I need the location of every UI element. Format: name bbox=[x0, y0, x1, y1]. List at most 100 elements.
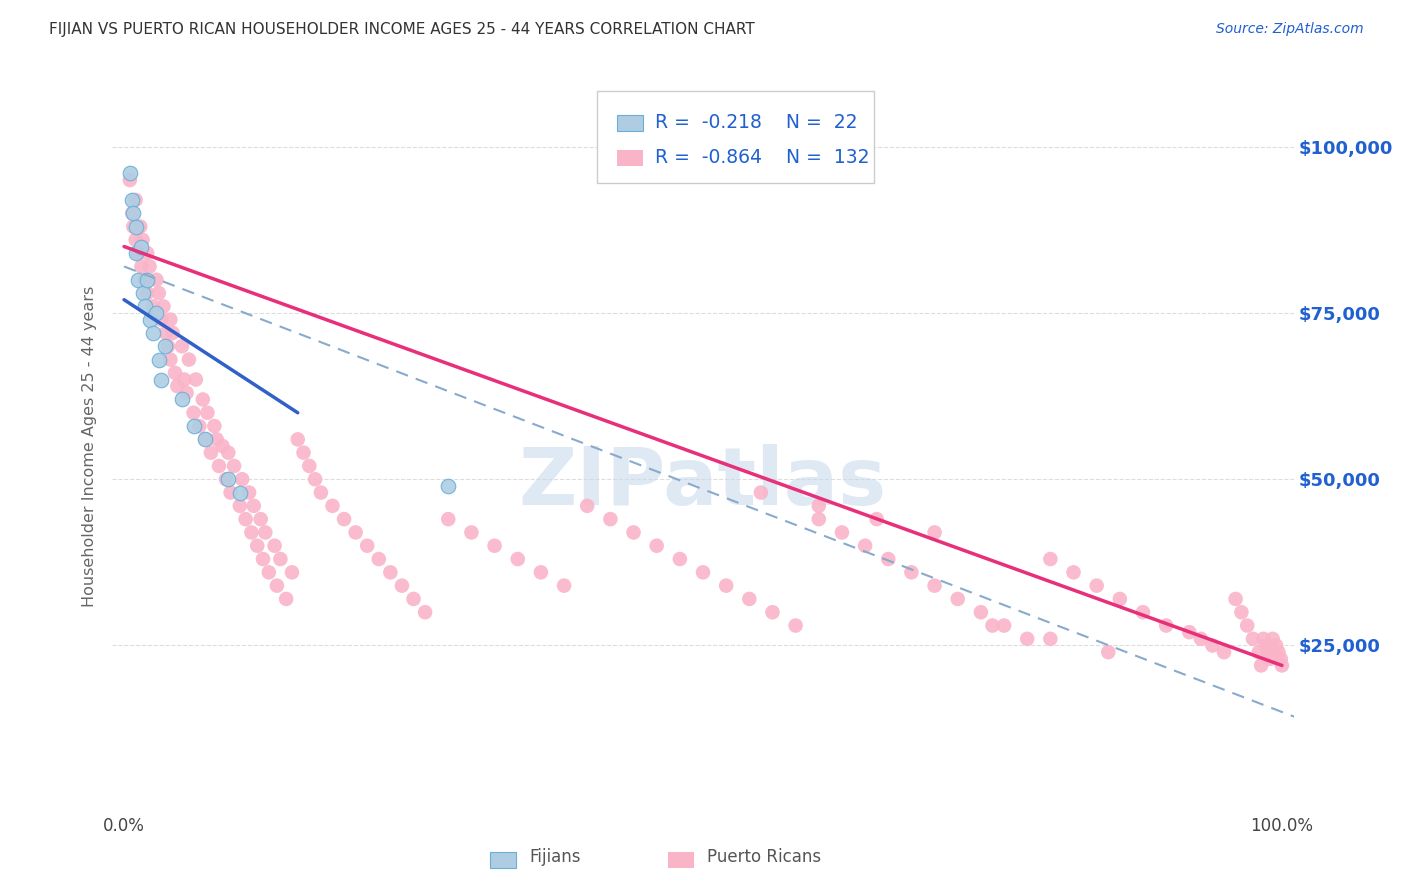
Point bbox=[249, 512, 271, 526]
Point bbox=[124, 233, 146, 247]
Point bbox=[460, 525, 482, 540]
Point bbox=[1085, 579, 1108, 593]
Point bbox=[356, 539, 378, 553]
Point bbox=[145, 306, 167, 320]
Point bbox=[136, 286, 159, 301]
Text: Puerto Ricans: Puerto Ricans bbox=[707, 848, 821, 866]
Point bbox=[437, 512, 460, 526]
Point bbox=[142, 326, 165, 340]
Point bbox=[124, 219, 146, 234]
Text: Fijians: Fijians bbox=[530, 848, 581, 866]
FancyBboxPatch shape bbox=[491, 852, 516, 868]
Point bbox=[924, 579, 946, 593]
Point bbox=[159, 352, 181, 367]
Point bbox=[1257, 645, 1279, 659]
Point bbox=[785, 618, 807, 632]
Point bbox=[118, 173, 141, 187]
Point bbox=[738, 591, 761, 606]
Point bbox=[129, 219, 152, 234]
Point bbox=[217, 445, 239, 459]
Point bbox=[981, 618, 1004, 632]
Point bbox=[287, 433, 309, 447]
Point bbox=[321, 499, 343, 513]
Point bbox=[188, 419, 211, 434]
Point bbox=[1236, 618, 1258, 632]
Point bbox=[219, 485, 242, 500]
Point bbox=[145, 273, 167, 287]
Point bbox=[1039, 632, 1062, 646]
Point bbox=[380, 566, 402, 580]
Point bbox=[281, 566, 304, 580]
Point bbox=[1265, 639, 1288, 653]
Point bbox=[252, 552, 274, 566]
Point bbox=[229, 499, 252, 513]
Point bbox=[166, 379, 188, 393]
Text: Source: ZipAtlas.com: Source: ZipAtlas.com bbox=[1216, 22, 1364, 37]
Text: R =  -0.218    N =  22: R = -0.218 N = 22 bbox=[655, 113, 858, 132]
Point bbox=[576, 499, 599, 513]
Point bbox=[202, 419, 225, 434]
Point bbox=[257, 566, 280, 580]
Point bbox=[131, 260, 153, 274]
Point bbox=[1270, 652, 1292, 666]
Point bbox=[1108, 591, 1130, 606]
Point bbox=[263, 539, 285, 553]
Point bbox=[1250, 658, 1272, 673]
Point bbox=[121, 206, 143, 220]
Point bbox=[197, 406, 219, 420]
Point bbox=[183, 406, 205, 420]
Point bbox=[124, 246, 146, 260]
Point bbox=[309, 485, 332, 500]
Point bbox=[298, 458, 321, 473]
Point bbox=[217, 472, 239, 486]
Text: ZIPatlas: ZIPatlas bbox=[519, 443, 887, 522]
Point bbox=[946, 591, 969, 606]
Point bbox=[553, 579, 575, 593]
Point bbox=[155, 326, 177, 340]
Point bbox=[173, 372, 195, 386]
Point bbox=[1154, 618, 1177, 632]
Point bbox=[1097, 645, 1119, 659]
Point bbox=[970, 605, 993, 619]
Point bbox=[138, 260, 160, 274]
Point bbox=[184, 372, 207, 386]
Point bbox=[993, 618, 1015, 632]
FancyBboxPatch shape bbox=[617, 150, 643, 166]
Point bbox=[131, 233, 153, 247]
Point bbox=[131, 239, 153, 253]
Point bbox=[807, 512, 830, 526]
Point bbox=[1271, 658, 1294, 673]
Point bbox=[1241, 632, 1264, 646]
Point bbox=[127, 273, 149, 287]
Point bbox=[292, 445, 315, 459]
Point bbox=[122, 206, 145, 220]
Point bbox=[761, 605, 783, 619]
Point bbox=[148, 286, 170, 301]
Point bbox=[142, 299, 165, 313]
Point bbox=[246, 539, 269, 553]
Point bbox=[276, 591, 298, 606]
Point bbox=[152, 299, 174, 313]
Point bbox=[127, 246, 149, 260]
FancyBboxPatch shape bbox=[668, 852, 693, 868]
Point bbox=[157, 339, 180, 353]
Point bbox=[136, 246, 159, 260]
Point bbox=[402, 591, 425, 606]
Point bbox=[1017, 632, 1039, 646]
Point bbox=[344, 525, 367, 540]
Point bbox=[122, 219, 145, 234]
Point bbox=[623, 525, 645, 540]
Point bbox=[136, 273, 159, 287]
Point bbox=[1178, 625, 1201, 640]
Point bbox=[266, 579, 288, 593]
Point bbox=[215, 472, 238, 486]
Point bbox=[200, 445, 222, 459]
Point bbox=[749, 485, 772, 500]
Point bbox=[692, 566, 714, 580]
Point bbox=[231, 472, 253, 486]
Point bbox=[1189, 632, 1212, 646]
Point bbox=[177, 352, 200, 367]
Point bbox=[242, 499, 264, 513]
Point bbox=[877, 552, 900, 566]
Point bbox=[148, 352, 170, 367]
